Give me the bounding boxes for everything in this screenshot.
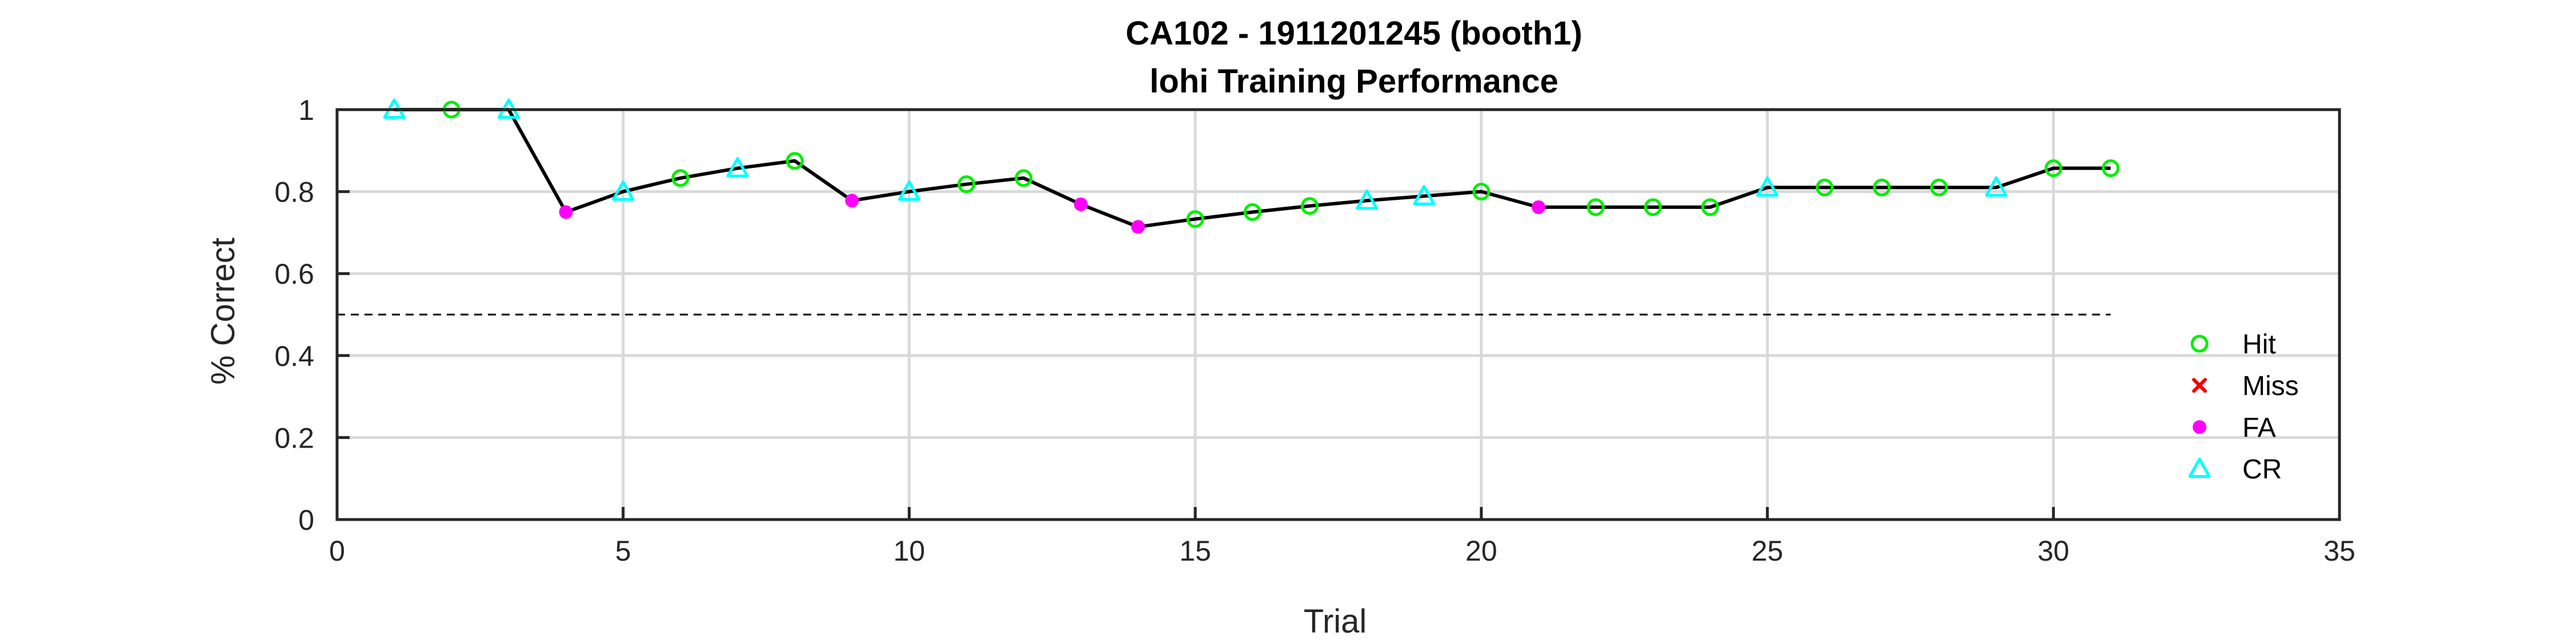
data-point-fa: [1532, 200, 1545, 214]
x-tick-label: 35: [2323, 535, 2355, 567]
x-tick-label: 25: [1752, 535, 1784, 567]
y-axis-label: % Correct: [205, 238, 242, 385]
legend-item-fa: FA: [2193, 413, 2276, 443]
x-tick-label: 15: [1179, 535, 1211, 567]
tick-labels: 0 5 10 15 20 25 30 35 0 0.2 0.4 0.6 0.8 1: [274, 94, 2355, 567]
legend: Hit Miss FA CR: [2188, 329, 2299, 485]
data-point-hit: [1644, 198, 1662, 216]
data-point-fa: [559, 205, 573, 219]
x-axis-label: Trial: [1304, 603, 1367, 640]
legend-label: Miss: [2242, 371, 2299, 401]
data-point-hit: [1186, 210, 1204, 228]
y-tick-label: 0: [298, 504, 314, 536]
data-point-cr: [1356, 189, 1379, 210]
legend-label: CR: [2242, 454, 2282, 485]
data-point-hit: [2101, 159, 2120, 178]
data-point-cr: [612, 180, 635, 201]
legend-item-miss: Miss: [2192, 371, 2299, 401]
data-point-cr: [726, 157, 749, 178]
legend-label: FA: [2242, 413, 2276, 443]
data-point-hit: [671, 169, 690, 187]
legend-marker-miss: [2192, 378, 2207, 393]
x-tick-label: 20: [1465, 535, 1497, 567]
data-point-hit: [1243, 203, 1261, 221]
x-tick-label: 30: [2037, 535, 2069, 567]
chart-subtitle: lohi Training Performance: [1149, 63, 1558, 100]
data-point-fa: [1131, 220, 1145, 234]
legend-item-cr: CR: [2188, 454, 2282, 485]
legend-marker-hit: [2190, 335, 2209, 353]
data-point-hit: [958, 175, 976, 194]
data-point-fa: [1073, 197, 1088, 211]
y-tick-label: 0.2: [274, 422, 314, 454]
data-point-hit: [786, 152, 804, 170]
data-point-cr: [1756, 176, 1779, 197]
performance-line: [394, 108, 2111, 229]
data-point-cr: [1985, 176, 2008, 197]
chart-title: CA102 - 1911201245 (booth1): [1125, 15, 1582, 52]
data-point-hit: [1300, 197, 1319, 215]
data-point-hit: [1015, 169, 1033, 187]
x-tick-label: 10: [894, 535, 926, 567]
data-point-cr: [898, 180, 920, 201]
data-point-hit: [1816, 178, 1834, 196]
data-point-fa: [845, 194, 859, 208]
y-tick-label: 0.6: [274, 258, 314, 290]
x-tick-label: 5: [615, 535, 631, 567]
y-tick-label: 0.4: [274, 340, 314, 372]
data-point-hit: [2044, 159, 2062, 178]
legend-label: Hit: [2242, 329, 2276, 360]
legend-item-hit: Hit: [2190, 329, 2276, 360]
data-point-hit: [1701, 198, 1719, 216]
data-point-cr: [1413, 184, 1436, 206]
x-tick-label: 0: [329, 535, 345, 567]
data-point-hit: [1587, 198, 1605, 216]
axes-box: [335, 108, 2341, 521]
legend-marker-fa: [2193, 420, 2206, 434]
data-point-hit: [1930, 178, 1948, 196]
axis-ticks: [335, 108, 2341, 521]
legend-marker-cr: [2188, 457, 2211, 478]
y-tick-label: 0.8: [274, 176, 314, 208]
data-point-hit: [1873, 178, 1891, 196]
data-point-hit: [1472, 183, 1491, 201]
y-tick-label: 1: [298, 94, 314, 126]
